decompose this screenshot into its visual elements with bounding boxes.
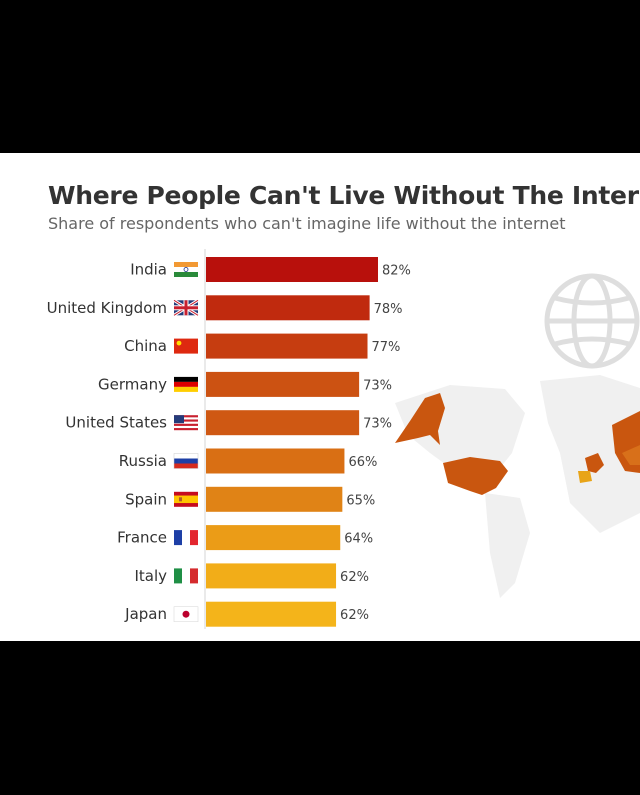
flag-part <box>174 415 184 424</box>
bar-row: France 64% <box>117 525 373 551</box>
category-label: China <box>124 337 167 355</box>
category-label: India <box>130 261 167 279</box>
flag-part <box>183 267 189 272</box>
value-label: 73% <box>363 378 392 393</box>
chart-subtitle: Share of respondents who can't imagine l… <box>48 214 566 233</box>
value-label: 73% <box>363 417 392 432</box>
bar-row: Russia 66% <box>119 448 377 474</box>
world-map <box>395 375 640 598</box>
category-label: Spain <box>125 490 167 508</box>
flag-part <box>174 419 198 422</box>
category-label: Japan <box>124 605 167 623</box>
bar-row: United Kingdom 78% <box>47 295 403 321</box>
bar-chart: India 82% United Kingdom 78% China 77% Germany… <box>47 249 411 629</box>
category-label: Germany <box>98 375 167 393</box>
category-label: United States <box>65 414 167 432</box>
japan-flag-icon <box>173 606 199 623</box>
bar <box>206 601 337 627</box>
flag-part <box>179 497 182 502</box>
alaska-shape <box>395 393 445 445</box>
bar-row: India 82% <box>130 257 411 282</box>
flag-part <box>174 415 198 418</box>
bar <box>206 295 370 321</box>
value-label: 77% <box>372 340 401 355</box>
flag-part <box>174 381 198 387</box>
flag-part <box>174 495 198 504</box>
flag-part <box>176 340 182 346</box>
flag-part <box>174 267 198 272</box>
bar-row: Japan 62% <box>124 601 369 627</box>
bars-group: India 82% United Kingdom 78% China 77% Germany… <box>47 257 411 627</box>
flag-part <box>182 610 190 618</box>
flag-part <box>174 463 198 469</box>
flag-part <box>182 530 190 546</box>
category-label: France <box>117 529 167 547</box>
value-label: 82% <box>382 264 411 279</box>
flag-part <box>174 458 198 464</box>
flag-part <box>174 306 198 310</box>
flag-part <box>174 428 198 431</box>
flag-part <box>174 272 198 277</box>
value-label: 78% <box>374 302 403 317</box>
bar-row: Spain 65% <box>125 486 375 512</box>
usa-shape <box>443 457 508 495</box>
bar <box>206 257 378 282</box>
usa-flag-icon <box>174 415 198 431</box>
flag-part <box>182 568 190 584</box>
flag-part <box>174 568 182 584</box>
china-flag-icon <box>174 338 198 354</box>
category-label: Russia <box>119 452 167 470</box>
flag-part <box>174 530 182 546</box>
globe-icon <box>544 273 640 369</box>
bar-row: Italy 62% <box>134 563 369 589</box>
italy-flag-icon <box>174 568 198 584</box>
chart-card: Where People Can't Live Without The Inte… <box>0 153 640 641</box>
india-flag-icon <box>174 262 198 277</box>
bar-row: United States 73% <box>65 410 392 436</box>
flag-part <box>174 386 198 392</box>
value-label: 66% <box>348 455 377 470</box>
bar <box>206 333 368 359</box>
flag-part <box>174 262 198 267</box>
bar <box>206 525 341 551</box>
russia-flag-icon <box>173 453 199 469</box>
bar-row: China 77% <box>124 333 401 359</box>
flag-part <box>174 376 198 382</box>
value-label: 62% <box>340 608 369 623</box>
value-label: 65% <box>346 493 375 508</box>
value-label: 62% <box>340 570 369 585</box>
bar <box>206 448 345 474</box>
uk-flag-icon <box>173 299 199 317</box>
bar <box>206 563 337 589</box>
flag-part <box>174 338 198 354</box>
flag-part <box>174 453 198 459</box>
flag-part <box>190 568 198 584</box>
flag-part <box>174 423 198 426</box>
europe-shape <box>585 453 604 473</box>
bar-row: Germany 73% <box>98 371 392 397</box>
flag-part <box>190 530 198 546</box>
flag-part <box>173 453 199 469</box>
category-label: United Kingdom <box>47 299 167 317</box>
bar <box>206 410 360 436</box>
value-label: 64% <box>344 532 373 547</box>
category-label: Italy <box>134 567 167 585</box>
bar <box>206 486 343 512</box>
chart-title: Where People Can't Live Without The Inte… <box>48 181 640 210</box>
bar <box>206 371 360 397</box>
spain-flag-icon <box>174 491 198 507</box>
germany-flag-icon <box>174 376 198 392</box>
france-flag-icon <box>174 530 198 546</box>
flag-part <box>173 606 199 623</box>
spain-shape <box>578 471 592 483</box>
world-map-background <box>395 273 640 598</box>
